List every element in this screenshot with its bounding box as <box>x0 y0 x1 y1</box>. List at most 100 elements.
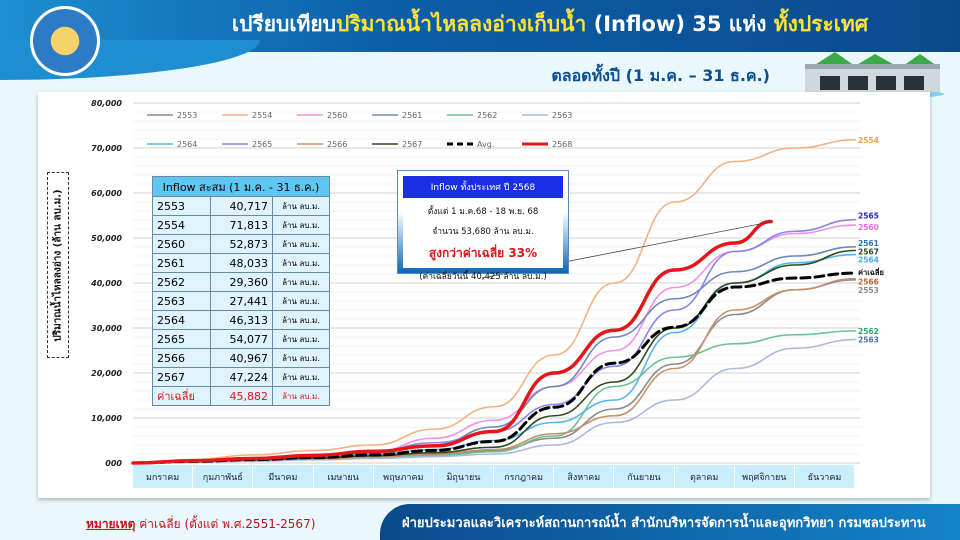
series-end-label: 2562 <box>858 327 879 336</box>
x-tick-label: กุมภาพันธ์ <box>193 465 254 488</box>
row-unit: ล้าน ลบ.ม. <box>272 272 330 292</box>
row-value: 52,873 <box>210 234 273 254</box>
series-end-label: 2561 <box>858 239 879 248</box>
table-row: 2562 29,360 ล้าน ลบ.ม. <box>152 272 330 292</box>
row-year: 2564 <box>152 310 211 330</box>
row-value: 45,882 <box>210 386 273 406</box>
row-year: 2561 <box>152 253 211 273</box>
row-year: 2554 <box>152 215 211 235</box>
series-end-label: 2560 <box>858 223 879 232</box>
x-tick-label: สิงหาคม <box>554 465 615 488</box>
row-value: 29,360 <box>210 272 273 292</box>
row-value: 48,033 <box>210 253 273 273</box>
callout-compare: สูงกว่าค่าเฉลี่ย 33% <box>428 246 538 260</box>
table-row: 2565 54,077 ล้าน ลบ.ม. <box>152 329 330 349</box>
page-title: เปรียบเทียบปริมาณน้ำไหลลงอ่างเก็บน้ำ (In… <box>200 8 900 41</box>
series-end-label: ค่าเฉลี่ย <box>858 266 884 277</box>
y-tick-label: 10,000 <box>91 414 122 423</box>
footnote-label: หมายเหตุ <box>86 517 136 531</box>
x-tick-label: มิถุนายน <box>434 465 495 488</box>
row-unit: ล้าน ลบ.ม. <box>272 234 330 254</box>
y-tick-label: 000 <box>105 459 122 468</box>
row-year: 2563 <box>152 291 211 311</box>
table-row: 2561 48,033 ล้าน ลบ.ม. <box>152 253 330 273</box>
x-tick-label: ธันวาคม <box>795 465 856 488</box>
series-line-2554 <box>132 139 857 464</box>
y-axis-label-box: ปริมาณน้ำไหลลงอ่าง (ล้าน ลบ.ม.) <box>47 172 69 358</box>
y-tick-label: 60,000 <box>91 189 122 198</box>
y-tick-label: 80,000 <box>91 99 122 108</box>
row-value: 40,717 <box>210 196 273 216</box>
row-year: 2560 <box>152 234 211 254</box>
inflow-2568-callout: Inflow ทั้งประเทศ ปี 2568 ตั้งแต่ 1 ม.ค.… <box>397 170 569 282</box>
series-end-label: 2564 <box>858 256 879 265</box>
title-part: (Inflow) 35 แห่ง <box>586 12 774 36</box>
legend-label: 2564 <box>177 140 197 149</box>
legend-label: 2554 <box>252 111 272 120</box>
legend-label: Avg. <box>477 140 494 149</box>
table-row: 2566 40,967 ล้าน ลบ.ม. <box>152 348 330 368</box>
table-header: Inflow สะสม (1 ม.ค. - 31 ธ.ค.) <box>152 176 330 197</box>
row-unit: ล้าน ลบ.ม. <box>272 253 330 273</box>
legend-label: 2565 <box>252 140 272 149</box>
title-highlight: ปริมาณน้ำไหลลงอ่างเก็บน้ำ <box>335 12 587 36</box>
legend-label: 2566 <box>327 140 347 149</box>
table-row: 2560 52,873 ล้าน ลบ.ม. <box>152 234 330 254</box>
legend-label: 2568 <box>552 140 572 149</box>
callout-avg-today: (ค่าเฉลี่ยวันนี้ 40,425 ล้าน ลบ.ม.) <box>419 272 547 282</box>
row-unit: ล้าน ลบ.ม. <box>272 386 330 406</box>
x-axis-months: มกราคม กุมภาพันธ์ มีนาคม เมษายน พฤษภาคม … <box>133 465 856 488</box>
legend-label: 2563 <box>552 111 572 120</box>
title-highlight: ทั้งประเทศ <box>773 12 869 36</box>
footnote: หมายเหตุ ค่าเฉลี่ย (ตั้งแต่ พ.ศ.2551-256… <box>86 515 315 534</box>
x-tick-label: พฤษภาคม <box>374 465 434 488</box>
row-unit: ล้าน ลบ.ม. <box>272 196 330 216</box>
legend-label: 2567 <box>402 140 422 149</box>
y-tick-label: 20,000 <box>91 369 122 378</box>
row-year: ค่าเฉลี่ย <box>152 386 211 406</box>
series-end-label: 2553 <box>858 286 879 295</box>
table-row: ค่าเฉลี่ย 45,882 ล้าน ลบ.ม. <box>152 386 330 406</box>
y-axis-label: ปริมาณน้ำไหลลงอ่าง (ล้าน ลบ.ม.) <box>52 188 64 342</box>
y-tick-label: 70,000 <box>91 144 122 153</box>
legend-label: 2561 <box>402 111 422 120</box>
series-end-label: 2563 <box>858 336 879 345</box>
x-tick-label: เมษายน <box>314 465 374 488</box>
cumulative-inflow-table: Inflow สะสม (1 ม.ค. - 31 ธ.ค.) 2553 40,71… <box>152 176 330 406</box>
row-value: 27,441 <box>210 291 273 311</box>
dam-illustration <box>800 52 944 98</box>
row-unit: ล้าน ลบ.ม. <box>272 291 330 311</box>
callout-title: Inflow ทั้งประเทศ ปี 2568 <box>403 176 563 198</box>
page-subtitle: ตลอดทั้งปี (1 ม.ค. – 31 ธ.ค.) <box>551 66 770 85</box>
row-value: 47,224 <box>210 367 273 387</box>
x-tick-label: มกราคม <box>133 465 194 488</box>
legend-label: 2560 <box>327 111 347 120</box>
series-end-label: 2566 <box>858 278 879 287</box>
callout-amount: จำนวน 53,680 ล้าน ลบ.ม. <box>432 227 534 237</box>
y-tick-label: 50,000 <box>91 234 122 243</box>
y-tick-label: 40,000 <box>90 279 122 288</box>
row-value: 54,077 <box>210 329 273 349</box>
footnote-text: ค่าเฉลี่ย (ตั้งแต่ พ.ศ.2551-2567) <box>135 517 316 531</box>
legend-label: 2562 <box>477 111 497 120</box>
title-part: เปรียบเทียบ <box>231 12 336 36</box>
y-tick-label: 30,000 <box>91 324 122 333</box>
series-end-label: 2567 <box>858 247 879 256</box>
x-tick-label: กันยายน <box>614 465 675 488</box>
row-year: 2567 <box>152 367 211 387</box>
x-tick-label: ตุลาคม <box>675 465 735 488</box>
series-end-label: 2554 <box>858 136 879 145</box>
row-value: 46,313 <box>210 310 273 330</box>
x-tick-label: พฤศจิกายน <box>735 465 795 488</box>
row-value: 71,813 <box>210 215 273 235</box>
legend-label: 2553 <box>177 111 197 120</box>
row-unit: ล้าน ลบ.ม. <box>272 367 330 387</box>
table-row: 2563 27,441 ล้าน ลบ.ม. <box>152 291 330 311</box>
table-row: 2553 40,717 ล้าน ลบ.ม. <box>152 196 330 216</box>
row-unit: ล้าน ลบ.ม. <box>272 215 330 235</box>
callout-period: ตั้งแต่ 1 ม.ค.68 - 18 พ.ย. 68 <box>427 207 539 217</box>
series-line-2568 <box>131 219 773 465</box>
x-tick-label: กรกฎาคม <box>494 465 555 488</box>
row-year: 2566 <box>152 348 211 368</box>
table-row: 2554 71,813 ล้าน ลบ.ม. <box>152 215 330 235</box>
